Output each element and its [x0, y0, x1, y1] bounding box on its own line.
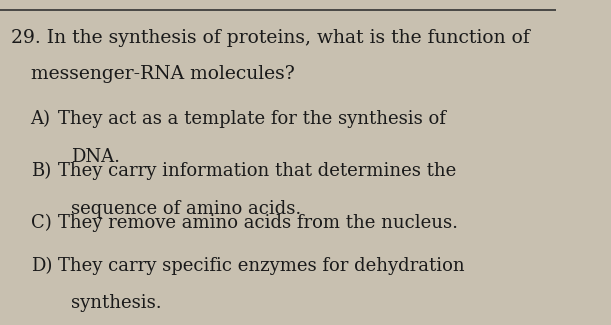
Text: C): C): [31, 214, 51, 232]
Text: They act as a template for the synthesis of: They act as a template for the synthesis…: [59, 111, 446, 128]
Text: A): A): [31, 111, 51, 128]
Text: They remove amino acids from the nucleus.: They remove amino acids from the nucleus…: [59, 214, 458, 232]
Text: DNA.: DNA.: [71, 148, 120, 166]
Text: 29. In the synthesis of proteins, what is the function of: 29. In the synthesis of proteins, what i…: [11, 29, 530, 47]
Text: They carry information that determines the: They carry information that determines t…: [59, 162, 456, 180]
Text: D): D): [31, 257, 52, 275]
Text: messenger-RNA molecules?: messenger-RNA molecules?: [31, 65, 295, 83]
Text: sequence of amino acids.: sequence of amino acids.: [71, 200, 301, 218]
Text: They carry specific enzymes for dehydration: They carry specific enzymes for dehydrat…: [59, 257, 465, 275]
Text: synthesis.: synthesis.: [71, 294, 161, 312]
Text: B): B): [31, 162, 51, 180]
